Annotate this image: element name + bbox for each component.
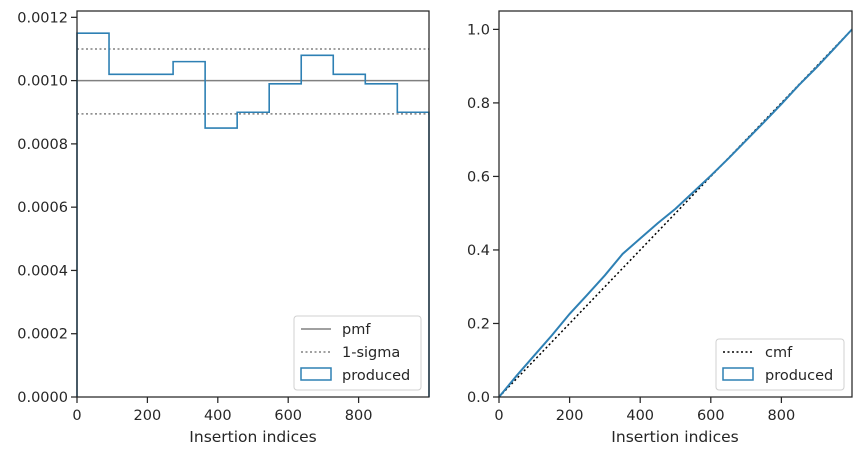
- y-tick-label: 0.2: [467, 316, 490, 332]
- x-tick-label: 0: [72, 408, 81, 424]
- cumulative-marks: [498, 28, 853, 398]
- left-y-ticks: 0.0000 0.0002 0.0004 0.0006 0.0008 0.0010 0.00…: [17, 10, 77, 406]
- y-tick-label: 0.6: [467, 169, 490, 185]
- x-tick-label: 600: [274, 408, 302, 424]
- x-tick-label: 800: [345, 408, 373, 424]
- right-y-ticks: 0.0 0.2 0.4 0.6 0.8 1.0: [467, 22, 499, 406]
- cumulative-panel: 0.0 0.2 0.4 0.6 0.8 1.0 0 200 400 600 800 Inserti…: [467, 10, 853, 446]
- produced-cumulative-line: [498, 28, 853, 398]
- right-x-axis-title: Insertion indices: [611, 428, 738, 446]
- legend-produced-swatch-right: [722, 367, 754, 381]
- right-plot-frame: [498, 10, 853, 398]
- x-tick-label: 400: [626, 408, 654, 424]
- legend-cmf-label: cmf: [765, 345, 793, 361]
- y-tick-label: 0.0004: [17, 263, 68, 279]
- left-x-axis-title: Insertion indices: [189, 428, 316, 446]
- right-x-ticks: 0 200 400 600 800: [494, 397, 795, 424]
- y-tick-label: 0.0: [467, 390, 490, 406]
- left-x-ticks: 0 200 400 600 800: [72, 397, 372, 424]
- x-tick-label: 0: [494, 408, 503, 424]
- y-tick-label: 0.0012: [17, 10, 68, 26]
- legend-1-sigma-label: 1-sigma: [342, 345, 400, 361]
- y-tick-label: 0.0000: [17, 390, 68, 406]
- left-plot-frame: [76, 10, 430, 398]
- y-tick-label: 0.8: [467, 96, 490, 112]
- left-legend-box: [293, 315, 422, 391]
- right-legend-box: [715, 338, 845, 391]
- legend-produced-label-right: produced: [765, 368, 833, 384]
- x-tick-label: 400: [204, 408, 232, 424]
- y-tick-label: 0.4: [467, 243, 490, 259]
- y-tick-label: 0.0010: [17, 74, 68, 90]
- legend-pmf-label: pmf: [342, 322, 371, 338]
- y-tick-label: 0.0002: [17, 327, 68, 343]
- x-tick-label: 600: [697, 408, 725, 424]
- legend-produced-label: produced: [342, 368, 410, 384]
- histogram-panel: 0.0000 0.0002 0.0004 0.0006 0.0008 0.0010 0.00…: [17, 10, 430, 446]
- histogram-marks: [76, 32, 430, 397]
- y-tick-label: 0.0008: [17, 137, 68, 153]
- y-tick-label: 0.0006: [17, 200, 68, 216]
- y-tick-label: 1.0: [467, 22, 490, 38]
- x-tick-label: 200: [134, 408, 162, 424]
- x-tick-label: 800: [768, 408, 796, 424]
- x-tick-label: 200: [556, 408, 584, 424]
- right-legend: cmf produced: [715, 338, 845, 391]
- left-legend: pmf 1-sigma produced: [293, 315, 422, 391]
- produced-histogram-step: [76, 32, 430, 397]
- legend-produced-swatch: [300, 367, 332, 381]
